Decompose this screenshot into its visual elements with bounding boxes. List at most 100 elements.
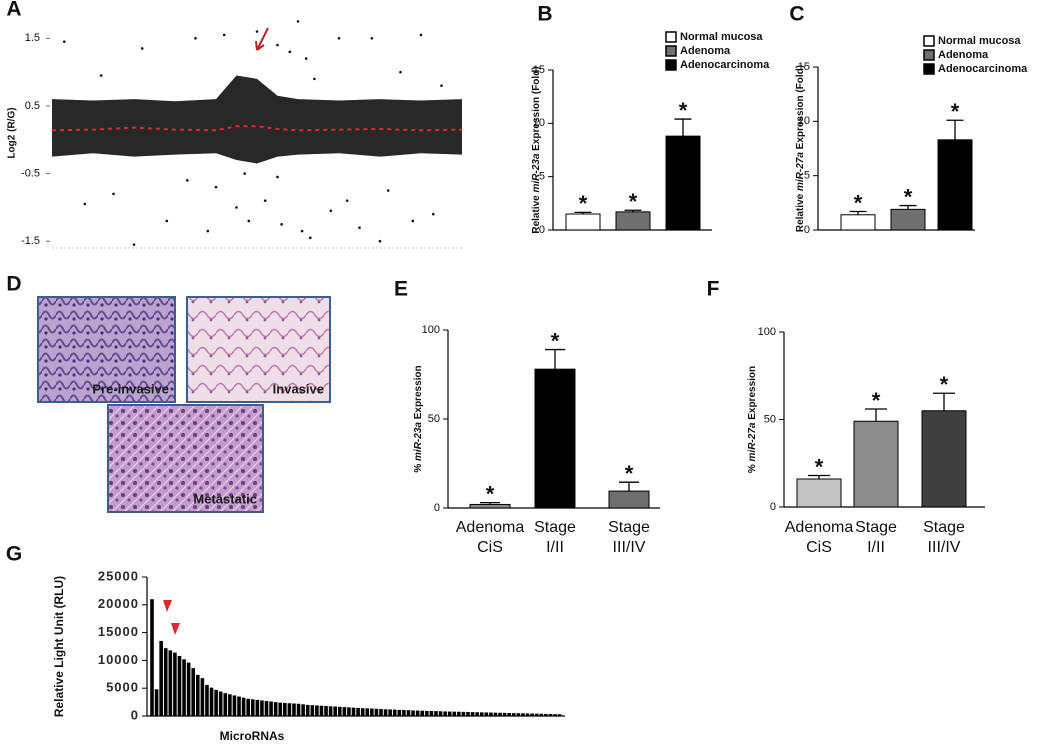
bar	[278, 702, 283, 716]
legend-label: Adenoma	[680, 45, 731, 57]
bar	[301, 704, 305, 716]
point	[386, 189, 390, 192]
bar	[305, 704, 310, 716]
point	[99, 74, 103, 77]
y-tick-label: 50	[428, 413, 440, 425]
y-tick-label: 15	[798, 61, 810, 73]
bar	[402, 709, 406, 716]
marker	[171, 623, 180, 635]
error-bar	[933, 392, 955, 411]
panel-letter: B	[537, 3, 552, 26]
bar	[544, 713, 548, 716]
bar	[447, 711, 452, 716]
arrow	[255, 27, 269, 51]
bar	[365, 708, 370, 716]
point	[140, 47, 144, 50]
image-label: Invasive	[273, 381, 324, 396]
bar	[214, 689, 218, 716]
bar	[539, 713, 544, 716]
x-tick-label: III/IV	[613, 539, 646, 556]
point	[263, 199, 267, 202]
significance-star: *	[904, 184, 913, 209]
y-tick-label: 100	[758, 326, 776, 338]
bar	[388, 709, 392, 716]
point	[276, 43, 279, 47]
bar	[232, 695, 237, 716]
legend-swatch	[665, 45, 677, 57]
y-axis-label: Relative Light Unit (RLU)	[52, 576, 66, 717]
bar	[310, 705, 315, 716]
x-tick-label: I/II	[867, 539, 885, 556]
error-bar	[574, 211, 592, 214]
x-tick-label: Adenoma	[785, 519, 854, 536]
bar	[168, 650, 173, 716]
bar	[163, 648, 168, 716]
bar	[452, 711, 457, 716]
significance-star: *	[629, 189, 638, 214]
bar	[347, 707, 351, 716]
significance-star: *	[579, 191, 588, 216]
bar	[324, 705, 328, 716]
y-axis-label: Relative miR-27a Expression (Fold)	[795, 65, 806, 232]
bar	[548, 713, 553, 716]
point	[83, 202, 87, 206]
point	[194, 36, 197, 40]
image-label: Pre-invasive	[92, 381, 169, 396]
point	[255, 30, 259, 33]
bar	[470, 712, 475, 716]
histology-image	[186, 296, 331, 403]
y-tick-label: -0.5	[21, 167, 40, 179]
bar	[241, 697, 246, 716]
bar	[200, 678, 205, 716]
bar	[218, 691, 223, 716]
bar	[420, 710, 425, 716]
error-bar	[545, 348, 565, 370]
bar	[557, 714, 562, 716]
point	[399, 70, 402, 74]
bar	[264, 700, 269, 716]
point	[63, 40, 66, 43]
bar	[443, 711, 447, 716]
bar	[287, 703, 292, 716]
point	[370, 36, 374, 40]
bar	[150, 599, 154, 716]
point	[309, 236, 312, 240]
x-tick-label: Stage	[534, 519, 576, 536]
legend-label: Adenocarcinoma	[680, 59, 770, 71]
y-axis-label: Log2 (R/G)	[7, 107, 18, 158]
bar	[319, 705, 324, 716]
y-tick-label: 50	[764, 413, 776, 425]
point	[432, 212, 435, 216]
significance-star: *	[951, 99, 960, 124]
bar	[374, 708, 379, 716]
point	[304, 57, 308, 60]
legend-swatch	[923, 35, 935, 47]
point	[206, 229, 210, 233]
bar	[479, 712, 484, 716]
bar	[553, 714, 557, 716]
y-tick-label: 25000	[98, 568, 139, 583]
bar	[502, 712, 507, 716]
legend-label: Adenocarcinoma	[938, 63, 1028, 75]
y-tick-label: 0	[131, 707, 139, 722]
error-bar	[619, 481, 639, 492]
bar	[521, 713, 525, 716]
point	[313, 77, 316, 81]
bar	[186, 662, 191, 716]
point	[235, 206, 238, 209]
bar	[283, 702, 287, 716]
point	[358, 226, 361, 230]
y-tick-label: 10	[533, 117, 545, 129]
point	[247, 219, 251, 223]
bar	[406, 710, 411, 716]
bar	[356, 707, 360, 716]
point	[276, 175, 279, 179]
point	[337, 36, 341, 40]
legend-swatch	[665, 59, 677, 71]
significance-star: *	[815, 454, 824, 479]
point	[132, 243, 136, 246]
y-tick-label: 15000	[98, 624, 139, 639]
significance-star: *	[486, 481, 495, 506]
x-tick-label: CiS	[806, 539, 832, 556]
bar	[246, 698, 250, 716]
